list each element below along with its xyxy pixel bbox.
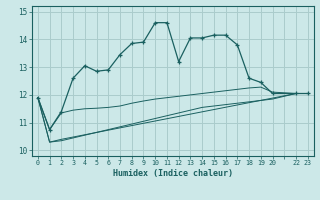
X-axis label: Humidex (Indice chaleur): Humidex (Indice chaleur): [113, 169, 233, 178]
